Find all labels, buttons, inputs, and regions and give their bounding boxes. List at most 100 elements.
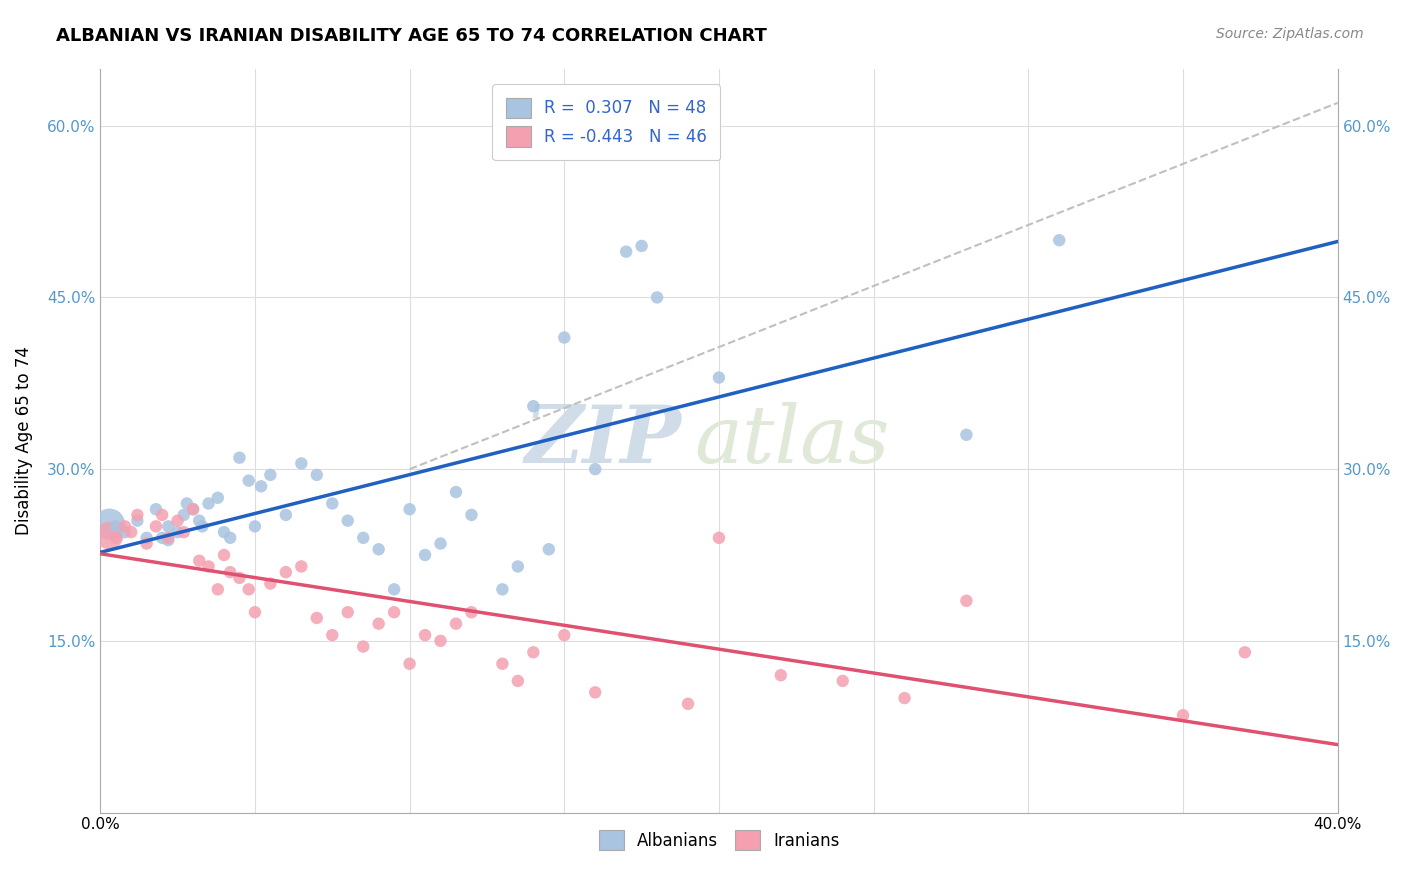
Point bbox=[553, 330, 575, 344]
Point bbox=[274, 508, 297, 522]
Point bbox=[150, 508, 173, 522]
Point bbox=[212, 548, 235, 562]
Point bbox=[250, 479, 273, 493]
Point bbox=[157, 533, 180, 548]
Point bbox=[1047, 233, 1070, 247]
Point bbox=[197, 496, 219, 510]
Point bbox=[207, 491, 229, 505]
Point bbox=[191, 519, 214, 533]
Point bbox=[243, 519, 266, 533]
Point bbox=[382, 605, 405, 619]
Point bbox=[212, 525, 235, 540]
Point bbox=[614, 244, 637, 259]
Point bbox=[321, 628, 343, 642]
Point bbox=[522, 399, 544, 413]
Point bbox=[135, 531, 157, 545]
Point bbox=[259, 576, 281, 591]
Point bbox=[955, 427, 977, 442]
Point bbox=[305, 611, 328, 625]
Point bbox=[181, 502, 204, 516]
Point bbox=[893, 691, 915, 706]
Legend: Albanians, Iranians: Albanians, Iranians bbox=[585, 817, 852, 863]
Point bbox=[769, 668, 792, 682]
Point bbox=[537, 542, 560, 557]
Point bbox=[398, 502, 420, 516]
Point bbox=[630, 239, 652, 253]
Point bbox=[444, 616, 467, 631]
Point bbox=[157, 519, 180, 533]
Point bbox=[491, 582, 513, 597]
Point bbox=[274, 565, 297, 579]
Point bbox=[460, 605, 482, 619]
Y-axis label: Disability Age 65 to 74: Disability Age 65 to 74 bbox=[15, 346, 32, 535]
Point bbox=[219, 565, 242, 579]
Point bbox=[127, 514, 149, 528]
Point bbox=[676, 697, 699, 711]
Point bbox=[491, 657, 513, 671]
Point bbox=[145, 519, 167, 533]
Point bbox=[145, 502, 167, 516]
Point bbox=[553, 628, 575, 642]
Point bbox=[460, 508, 482, 522]
Point bbox=[336, 514, 359, 528]
Point bbox=[955, 594, 977, 608]
Point bbox=[413, 628, 436, 642]
Point bbox=[188, 554, 211, 568]
Point bbox=[181, 502, 204, 516]
Point bbox=[382, 582, 405, 597]
Point bbox=[197, 559, 219, 574]
Point bbox=[398, 657, 420, 671]
Point bbox=[367, 542, 389, 557]
Point bbox=[188, 514, 211, 528]
Point bbox=[166, 514, 188, 528]
Point bbox=[645, 290, 668, 304]
Point bbox=[166, 525, 188, 540]
Point bbox=[98, 528, 121, 542]
Point bbox=[228, 571, 250, 585]
Point bbox=[290, 559, 312, 574]
Point bbox=[238, 582, 260, 597]
Point bbox=[367, 616, 389, 631]
Point bbox=[506, 559, 529, 574]
Point bbox=[522, 645, 544, 659]
Point bbox=[321, 496, 343, 510]
Point bbox=[1233, 645, 1256, 659]
Point bbox=[429, 536, 451, 550]
Point bbox=[219, 531, 242, 545]
Point bbox=[207, 582, 229, 597]
Point bbox=[583, 685, 606, 699]
Point bbox=[114, 519, 136, 533]
Point bbox=[157, 531, 180, 545]
Point bbox=[305, 467, 328, 482]
Point bbox=[707, 370, 730, 384]
Point bbox=[98, 517, 121, 532]
Point bbox=[831, 673, 853, 688]
Point bbox=[352, 640, 374, 654]
Point bbox=[506, 673, 529, 688]
Point bbox=[104, 519, 127, 533]
Point bbox=[352, 531, 374, 545]
Point bbox=[150, 531, 173, 545]
Point bbox=[707, 531, 730, 545]
Point bbox=[176, 496, 198, 510]
Point bbox=[429, 633, 451, 648]
Point bbox=[228, 450, 250, 465]
Text: ZIP: ZIP bbox=[524, 401, 682, 479]
Point bbox=[127, 508, 149, 522]
Text: ALBANIAN VS IRANIAN DISABILITY AGE 65 TO 74 CORRELATION CHART: ALBANIAN VS IRANIAN DISABILITY AGE 65 TO… bbox=[56, 27, 768, 45]
Point bbox=[243, 605, 266, 619]
Point bbox=[104, 531, 127, 545]
Point bbox=[290, 457, 312, 471]
Point bbox=[336, 605, 359, 619]
Point bbox=[444, 485, 467, 500]
Point bbox=[238, 474, 260, 488]
Point bbox=[114, 525, 136, 540]
Point bbox=[120, 525, 142, 540]
Point bbox=[1171, 708, 1194, 723]
Text: atlas: atlas bbox=[695, 401, 890, 479]
Point bbox=[413, 548, 436, 562]
Point bbox=[583, 462, 606, 476]
Text: Source: ZipAtlas.com: Source: ZipAtlas.com bbox=[1216, 27, 1364, 41]
Point bbox=[259, 467, 281, 482]
Point bbox=[135, 536, 157, 550]
